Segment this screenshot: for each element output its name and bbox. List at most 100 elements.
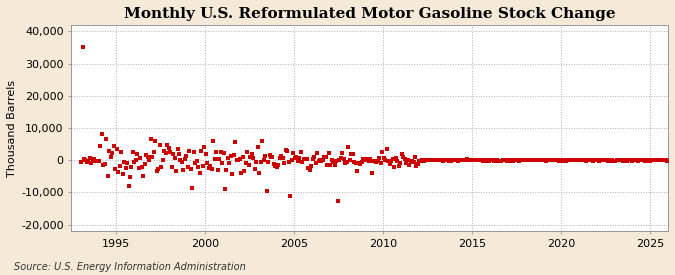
Point	[582, 158, 593, 163]
Point	[591, 158, 601, 163]
Point	[566, 158, 576, 162]
Point	[608, 159, 619, 163]
Point	[505, 158, 516, 163]
Point	[525, 158, 536, 163]
Point	[406, 159, 417, 163]
Point	[138, 174, 148, 178]
Point	[156, 165, 167, 169]
Point	[495, 158, 506, 163]
Point	[300, 157, 310, 161]
Point	[518, 158, 529, 162]
Point	[97, 132, 107, 137]
Point	[392, 159, 402, 164]
Point	[536, 158, 547, 163]
Point	[574, 158, 585, 163]
Point	[554, 158, 564, 163]
Point	[458, 158, 469, 163]
Point	[230, 140, 241, 144]
Point	[282, 149, 293, 154]
Point	[95, 144, 106, 148]
Point	[279, 161, 290, 166]
Point	[346, 152, 356, 156]
Point	[399, 157, 410, 161]
Point	[468, 158, 479, 163]
Point	[578, 158, 589, 162]
Point	[401, 161, 412, 165]
Point	[436, 158, 447, 163]
Point	[657, 158, 668, 162]
Point	[312, 151, 323, 156]
Point	[259, 157, 269, 162]
Point	[546, 158, 557, 163]
Point	[490, 158, 501, 163]
Point	[252, 145, 263, 150]
Point	[103, 174, 113, 178]
Point	[368, 159, 379, 164]
Point	[420, 158, 431, 162]
Point	[194, 170, 205, 175]
Point	[472, 158, 483, 162]
Point	[628, 158, 639, 163]
Point	[398, 155, 408, 159]
Point	[275, 156, 286, 161]
Point	[390, 156, 401, 160]
Point	[160, 150, 171, 155]
Point	[84, 156, 95, 160]
Point	[304, 168, 315, 173]
Point	[218, 151, 229, 155]
Point	[188, 150, 199, 155]
Point	[365, 157, 376, 162]
Point	[214, 157, 225, 161]
Point	[620, 158, 631, 162]
Point	[264, 153, 275, 157]
Point	[381, 147, 392, 151]
Point	[205, 163, 215, 168]
Point	[329, 163, 340, 167]
Point	[383, 158, 394, 163]
Point	[585, 158, 595, 162]
Point	[93, 159, 104, 163]
Point	[234, 157, 245, 161]
Point	[410, 154, 421, 159]
Point	[125, 175, 136, 179]
Point	[256, 139, 267, 143]
Point	[603, 158, 614, 163]
Point	[203, 166, 214, 170]
Point	[479, 158, 490, 163]
Point	[107, 151, 117, 155]
Point	[223, 155, 234, 160]
Point	[165, 149, 176, 154]
Point	[219, 187, 230, 191]
Point	[446, 158, 456, 163]
Point	[98, 162, 109, 167]
Point	[254, 170, 265, 175]
Point	[187, 185, 198, 190]
Point	[589, 158, 600, 163]
Point	[122, 160, 132, 165]
Point	[588, 159, 599, 163]
Point	[280, 148, 291, 152]
Point	[643, 158, 653, 163]
Point	[353, 160, 364, 165]
Point	[577, 158, 588, 162]
Point	[649, 158, 659, 163]
Point	[613, 158, 624, 162]
Point	[371, 160, 382, 164]
Point	[249, 167, 260, 172]
Point	[263, 160, 273, 164]
Point	[475, 158, 486, 162]
Point	[147, 155, 158, 159]
Point	[562, 158, 573, 163]
Point	[433, 158, 444, 162]
Point	[488, 158, 499, 163]
Point	[570, 158, 580, 163]
Point	[464, 158, 475, 163]
Point	[343, 145, 354, 150]
Point	[477, 158, 487, 162]
Point	[524, 158, 535, 163]
Point	[117, 171, 128, 176]
Point	[313, 159, 324, 163]
Point	[364, 159, 375, 163]
Point	[101, 137, 111, 141]
Point	[340, 161, 350, 165]
